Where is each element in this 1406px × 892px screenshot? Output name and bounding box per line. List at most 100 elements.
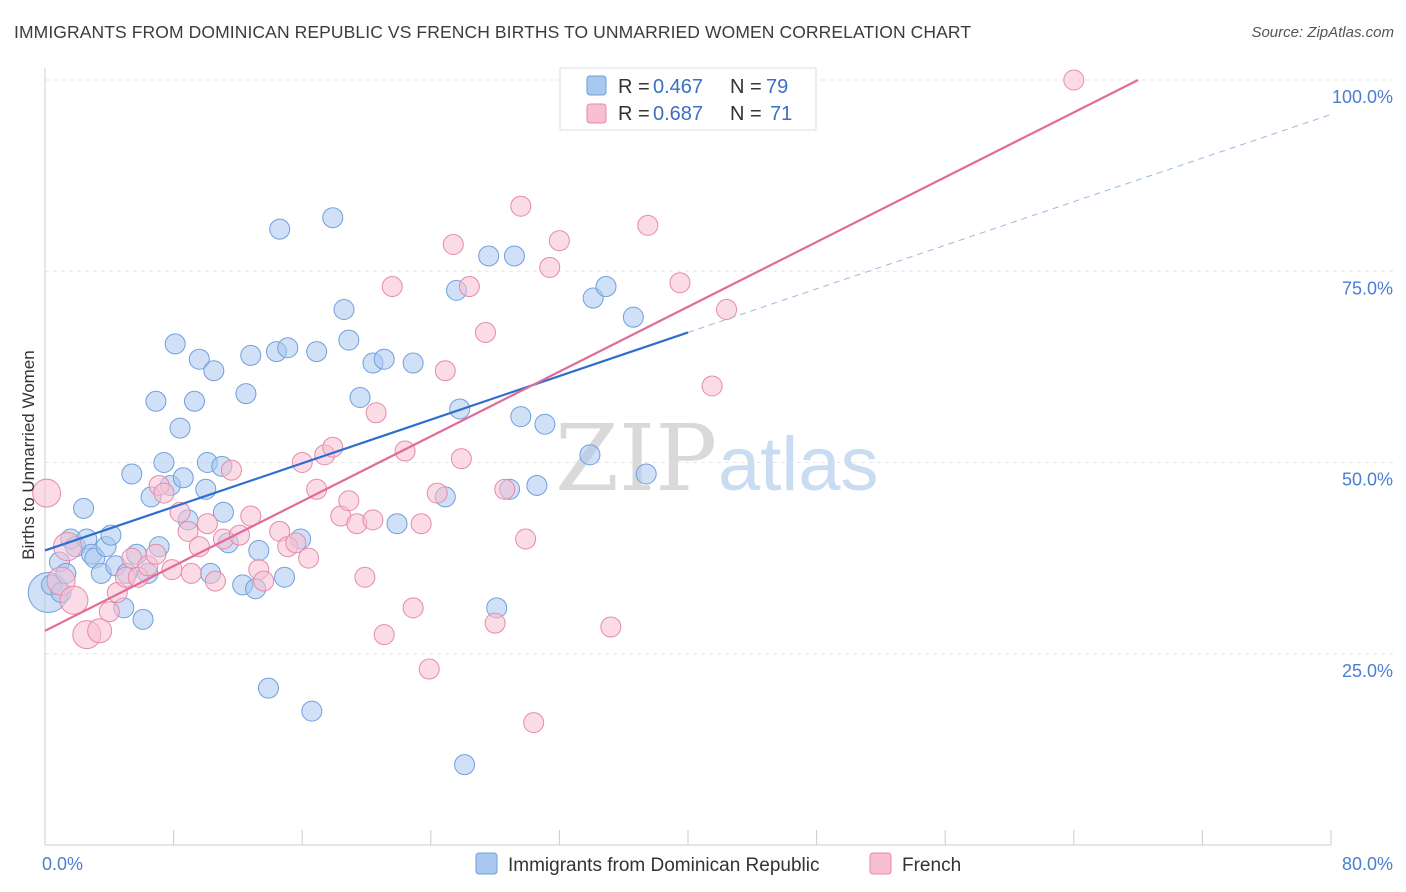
legend-r-label-1: R = — [618, 103, 650, 125]
chart-title: IMMIGRANTS FROM DOMINICAN REPUBLIC VS FR… — [14, 22, 972, 42]
point-s1-67 — [1063, 69, 1085, 91]
point-s0-69 — [526, 474, 548, 496]
point-s0-19 — [132, 608, 154, 630]
point-s1-62 — [637, 214, 659, 236]
point-s0-27 — [169, 417, 191, 439]
legend-n-label-1: N = — [730, 103, 762, 125]
point-s1-37 — [338, 490, 360, 512]
watermark-atlas: atlas — [718, 422, 879, 507]
point-s1-50 — [442, 233, 464, 255]
watermark: ZIP atlas — [555, 405, 879, 512]
point-s0-17 — [121, 463, 143, 485]
point-s0-24 — [153, 452, 175, 473]
point-s0-64 — [478, 245, 500, 267]
trend-line-extension-0 — [687, 113, 1332, 333]
point-s1-51 — [450, 448, 472, 470]
y-tick-label-0: 25.0% — [1342, 661, 1393, 681]
point-s1-0 — [32, 478, 62, 508]
legend-n-value-0: 79 — [766, 76, 788, 98]
point-s1-61 — [600, 616, 622, 638]
point-s0-40 — [235, 383, 257, 405]
point-s0-31 — [188, 348, 210, 370]
axes — [44, 68, 1332, 846]
point-s1-58 — [523, 712, 545, 734]
point-s0-7 — [73, 497, 95, 519]
bottom-legend-label-1: French — [902, 855, 961, 876]
point-s0-57 — [373, 348, 395, 370]
point-s1-12 — [145, 543, 167, 565]
point-s1-3 — [59, 585, 89, 615]
y-tick-label-1: 50.0% — [1342, 470, 1393, 490]
point-s1-39 — [354, 566, 376, 588]
bottom-legend-swatch-0 — [475, 852, 498, 875]
point-s0-55 — [349, 386, 371, 408]
trend-lines — [44, 79, 1332, 632]
legend-n-label-0: N = — [730, 76, 762, 98]
point-s1-66 — [716, 299, 738, 320]
legend: R = 0.467 N = 79 R = 0.687 N = 71 — [559, 67, 817, 131]
point-s1-60 — [548, 230, 570, 252]
point-s1-54 — [484, 612, 506, 634]
bottom-legend: Immigrants from Dominican Republic Frenc… — [475, 852, 961, 876]
point-s1-23 — [220, 459, 242, 481]
point-s1-18 — [180, 562, 202, 584]
point-s0-48 — [277, 337, 299, 359]
point-s1-42 — [373, 624, 395, 646]
x-tick-label-1: 80.0% — [1342, 854, 1393, 874]
legend-r-value-0: 0.467 — [653, 76, 703, 98]
legend-r-label-0: R = — [618, 76, 650, 98]
bottom-legend-label-0: Immigrants from Dominican Republic — [508, 855, 820, 876]
point-s0-75 — [635, 463, 657, 485]
point-s1-21 — [204, 570, 226, 592]
point-s1-41 — [365, 402, 387, 424]
point-s1-43 — [381, 276, 403, 298]
point-s1-57 — [515, 528, 537, 550]
point-s1-30 — [285, 532, 307, 554]
point-s1-49 — [434, 360, 456, 382]
bottom-legend-swatch-1 — [869, 852, 892, 875]
point-s0-47 — [274, 566, 296, 588]
y-tick-label-3: 100.0% — [1332, 87, 1393, 107]
point-s0-71 — [579, 444, 601, 466]
point-s0-35 — [203, 360, 225, 382]
point-s0-67 — [503, 245, 525, 267]
legend-r-value-1: 0.687 — [653, 103, 703, 125]
point-s0-52 — [322, 207, 344, 229]
point-s0-43 — [248, 539, 270, 561]
point-s0-73 — [595, 276, 617, 298]
point-s1-45 — [402, 597, 424, 619]
point-s0-44 — [257, 677, 279, 699]
x-tick-label-0: 0.0% — [42, 854, 83, 874]
point-s0-70 — [534, 413, 556, 435]
x-tick-labels: 0.0% 80.0% — [42, 854, 1393, 874]
point-s1-27 — [253, 570, 275, 592]
legend-swatch-0 — [586, 75, 607, 96]
point-s1-59 — [539, 256, 561, 278]
point-s0-54 — [338, 329, 360, 351]
point-s1-63 — [669, 272, 691, 294]
grid — [45, 79, 1393, 655]
source-label: Source: ZipAtlas.com — [1251, 24, 1394, 41]
point-s0-26 — [164, 333, 186, 355]
point-s1-40 — [362, 509, 384, 531]
point-s1-52 — [458, 276, 480, 298]
point-s1-14 — [153, 482, 175, 504]
point-s1-44 — [394, 440, 416, 462]
point-s0-53 — [333, 299, 355, 320]
point-s0-30 — [183, 390, 205, 412]
point-s0-41 — [240, 344, 262, 366]
point-s0-58 — [386, 513, 408, 535]
y-tick-labels: 25.0% 50.0% 75.0% 100.0% — [1332, 87, 1393, 681]
point-s0-50 — [301, 700, 323, 722]
point-s0-22 — [145, 390, 167, 412]
y-axis-label: Births to Unmarried Women — [19, 350, 38, 559]
point-s0-28 — [172, 467, 194, 489]
point-s1-47 — [418, 658, 440, 680]
point-s1-6 — [98, 601, 120, 623]
point-s1-65 — [701, 375, 723, 397]
legend-swatch-1 — [586, 103, 607, 124]
y-tick-label-2: 75.0% — [1342, 278, 1393, 298]
point-s1-5 — [87, 618, 113, 644]
point-s0-51 — [306, 341, 328, 363]
point-s1-56 — [510, 195, 532, 217]
